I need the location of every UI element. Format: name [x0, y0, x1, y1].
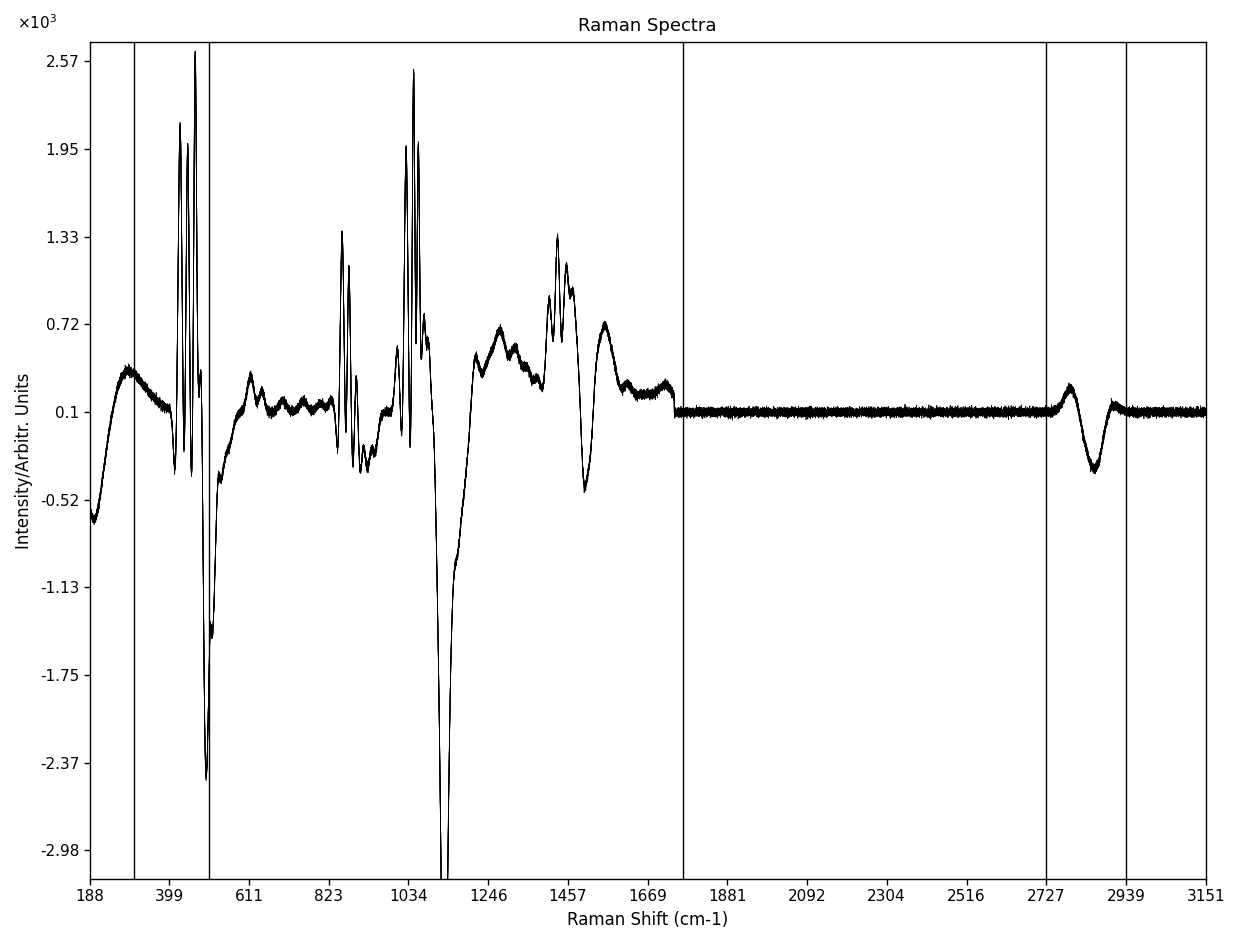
X-axis label: Raman Shift (cm-1): Raman Shift (cm-1) [567, 911, 728, 929]
Title: Raman Spectra: Raman Spectra [579, 17, 717, 35]
Y-axis label: Intensity/Arbitr. Units: Intensity/Arbitr. Units [15, 372, 33, 548]
Text: $\times$10$^3$: $\times$10$^3$ [17, 13, 57, 32]
